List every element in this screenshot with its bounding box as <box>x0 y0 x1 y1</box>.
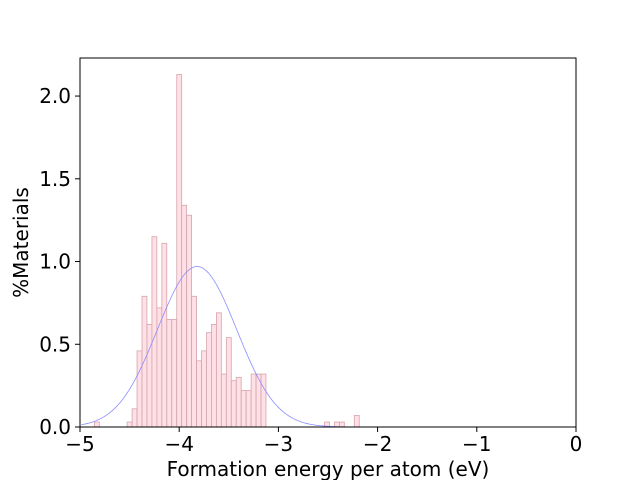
histogram-bar <box>235 376 242 428</box>
y-tick-label: 1.0 <box>39 250 71 274</box>
histogram-bar <box>166 319 173 428</box>
y-tick-label: 2.0 <box>39 84 71 108</box>
histogram-bar <box>339 421 345 428</box>
x-tick-label: −5 <box>65 432 94 456</box>
normal-fit-curve <box>81 266 356 428</box>
histogram-bar <box>176 74 183 428</box>
histogram-bar <box>353 415 360 428</box>
histogram-bar <box>216 312 222 428</box>
histogram-bar <box>136 350 143 428</box>
histogram-bar <box>161 242 168 428</box>
x-tick-label: −1 <box>462 432 491 456</box>
histogram-bar <box>250 373 257 428</box>
histogram-bar <box>181 204 188 428</box>
x-tick-label: 0 <box>570 432 583 456</box>
y-tick-label: 1.5 <box>39 167 71 191</box>
histogram-bar <box>94 421 100 428</box>
x-tick-label: −4 <box>164 432 193 456</box>
histogram-bar <box>141 295 148 428</box>
plot-area-frame <box>79 57 577 428</box>
histogram-bar <box>131 408 138 428</box>
y-axis-ticks: 0.0 0.5 1.0 1.5 2.0 <box>39 84 80 439</box>
histogram-bar <box>260 373 267 428</box>
histogram-bar <box>220 373 227 428</box>
histogram-bar <box>230 380 237 428</box>
histogram-bar <box>225 337 232 428</box>
y-tick-label: 0.0 <box>39 415 71 439</box>
histogram-bar <box>211 324 217 428</box>
histogram-bar <box>201 350 207 428</box>
y-tick-label: 0.5 <box>39 332 71 356</box>
y-axis-label: %Materials <box>9 187 33 298</box>
histogram-bar <box>206 332 212 428</box>
x-tick-label: −2 <box>363 432 392 456</box>
histogram-bar <box>245 390 252 428</box>
histogram-bar <box>186 214 192 428</box>
x-axis-ticks: −5 −4 −3 −2 −1 0 <box>65 427 582 456</box>
histogram-bar <box>171 319 178 428</box>
histogram-bar <box>126 421 133 428</box>
histogram-bar <box>240 390 247 428</box>
histogram-bar <box>196 360 202 428</box>
x-axis-label: Formation energy per atom (eV) <box>167 457 490 480</box>
histogram-bar <box>146 324 153 428</box>
histogram-bar <box>191 295 197 428</box>
x-tick-label: −3 <box>264 432 293 456</box>
histogram-bars <box>94 74 360 428</box>
